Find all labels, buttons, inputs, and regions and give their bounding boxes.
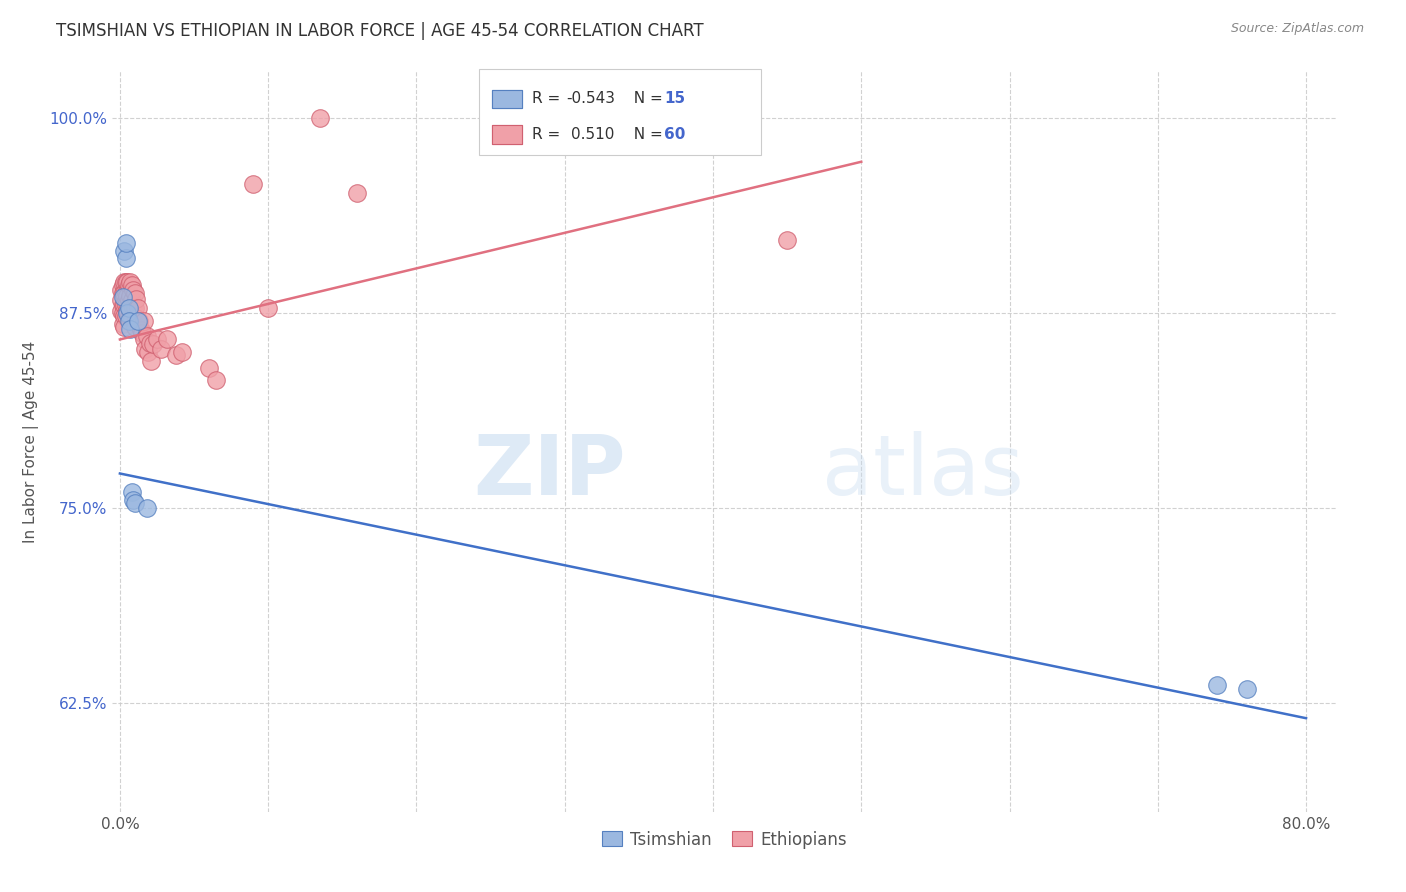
Text: 0.510: 0.510 (571, 127, 614, 142)
Point (111, 306, 134, 320)
Point (121, 485, 143, 500)
Point (128, 314, 150, 328)
Point (132, 333, 155, 347)
Point (114, 275, 136, 289)
Point (124, 320, 146, 334)
Point (165, 348, 187, 362)
Point (118, 301, 141, 316)
Point (132, 314, 155, 328)
Point (776, 233, 799, 247)
Text: 15: 15 (664, 91, 685, 106)
Point (141, 337, 163, 351)
Point (139, 354, 162, 368)
Point (111, 285, 134, 300)
Point (136, 345, 159, 359)
Point (125, 310, 148, 325)
Point (205, 373, 228, 387)
Point (117, 289, 139, 303)
Text: ZIP: ZIP (474, 431, 626, 512)
Point (121, 310, 143, 325)
Point (111, 298, 134, 312)
FancyBboxPatch shape (492, 126, 522, 144)
Point (118, 314, 141, 328)
Point (1206, 678, 1229, 692)
Point (114, 298, 136, 312)
Point (117, 306, 139, 320)
Point (114, 285, 136, 300)
Point (120, 275, 142, 289)
Point (129, 323, 152, 337)
Point (198, 360, 221, 375)
Point (134, 342, 156, 356)
Point (118, 277, 141, 292)
FancyBboxPatch shape (479, 70, 761, 155)
Text: R =: R = (531, 91, 565, 106)
Point (121, 293, 143, 308)
Text: N =: N = (624, 127, 668, 142)
Point (122, 493, 145, 508)
Point (110, 283, 132, 297)
Point (122, 301, 145, 316)
Text: -0.543: -0.543 (567, 91, 616, 106)
Text: Source: ZipAtlas.com: Source: ZipAtlas.com (1230, 22, 1364, 36)
Point (127, 314, 149, 328)
Point (135, 329, 157, 343)
Point (120, 289, 142, 303)
Point (121, 277, 143, 292)
Point (1236, 681, 1258, 696)
Legend: Tsimshian, Ethiopians: Tsimshian, Ethiopians (595, 824, 853, 855)
Point (309, 111, 332, 125)
Point (112, 298, 135, 312)
Point (135, 500, 157, 515)
Point (112, 309, 135, 323)
Point (110, 293, 132, 308)
Point (117, 302, 139, 317)
Point (114, 235, 136, 250)
Point (118, 293, 141, 308)
Point (111, 317, 134, 331)
Point (111, 277, 134, 292)
Point (122, 283, 145, 297)
Point (131, 326, 153, 341)
Point (124, 301, 146, 316)
Point (112, 320, 135, 334)
Point (124, 496, 146, 510)
Point (125, 292, 148, 306)
Text: 60: 60 (664, 127, 686, 142)
Text: atlas: atlas (823, 431, 1024, 512)
Text: N =: N = (624, 91, 668, 106)
Text: R =: R = (531, 127, 569, 142)
Point (112, 244, 135, 258)
Point (138, 335, 160, 350)
Point (114, 252, 136, 266)
Point (118, 309, 141, 323)
Point (156, 333, 179, 347)
Point (150, 342, 173, 356)
Point (110, 304, 132, 318)
Text: TSIMSHIAN VS ETHIOPIAN IN LABOR FORCE | AGE 45-54 CORRELATION CHART: TSIMSHIAN VS ETHIOPIAN IN LABOR FORCE | … (56, 22, 704, 40)
FancyBboxPatch shape (492, 90, 522, 109)
Point (117, 275, 139, 289)
Point (120, 304, 142, 318)
Point (242, 177, 264, 191)
Point (120, 321, 142, 335)
Point (124, 285, 146, 300)
Point (112, 285, 135, 300)
Point (346, 186, 368, 200)
Y-axis label: In Labor Force | Age 45-54: In Labor Force | Age 45-54 (22, 341, 38, 542)
Point (127, 301, 149, 316)
Point (111, 290, 134, 304)
Point (146, 333, 169, 347)
Point (257, 301, 280, 316)
Point (114, 309, 136, 323)
Point (112, 275, 135, 289)
Point (172, 345, 194, 359)
